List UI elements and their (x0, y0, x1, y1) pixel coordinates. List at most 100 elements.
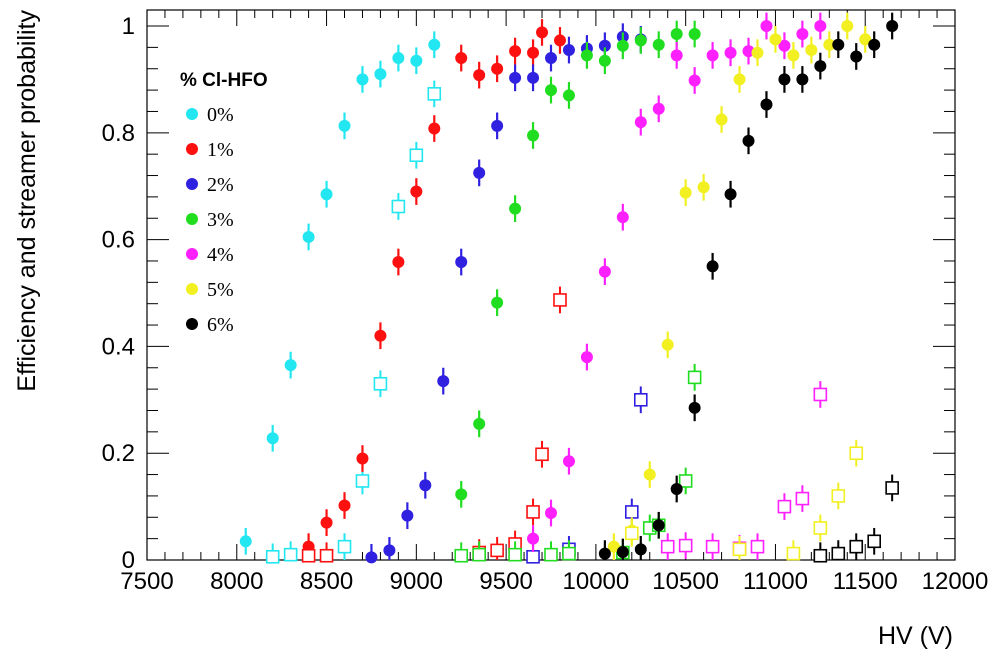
efficiency-point (661, 338, 674, 351)
efficiency-point (491, 119, 504, 132)
efficiency-point (455, 256, 468, 269)
legend-title: % Cl-HFO (180, 70, 268, 91)
streamer-point (283, 547, 298, 562)
efficiency-point (634, 116, 647, 129)
efficiency-point (742, 45, 755, 58)
efficiency-point (670, 482, 683, 495)
efficiency-point (527, 71, 540, 84)
streamer-point (472, 547, 486, 562)
efficiency-point (796, 28, 809, 41)
efficiency-point (527, 532, 540, 545)
streamer-point (678, 538, 693, 553)
streamer-point (678, 474, 693, 488)
x-tick-label: 10500 (652, 568, 719, 595)
y-tick-label: 0.8 (102, 120, 135, 147)
efficiency-point (652, 519, 665, 532)
efficiency-point (814, 20, 827, 33)
efficiency-point (886, 20, 899, 33)
efficiency-point (392, 256, 405, 269)
efficiency-point (338, 119, 351, 132)
efficiency-point (545, 52, 557, 65)
efficiency-point (760, 98, 773, 111)
x-tick-label: 7500 (120, 568, 173, 595)
efficiency-point (706, 260, 719, 273)
efficiency-point (455, 52, 468, 65)
efficiency-point (302, 230, 315, 243)
efficiency-point (760, 20, 773, 33)
legend-marker (186, 178, 198, 190)
efficiency-point (320, 188, 333, 201)
legend-marker (186, 248, 198, 260)
efficiency-point (455, 488, 468, 501)
efficiency-point (509, 45, 522, 58)
efficiency-point (859, 33, 872, 46)
efficiency-point (383, 544, 396, 557)
efficiency-point (239, 535, 252, 548)
legend-label: 0% (207, 104, 234, 126)
streamer-point (337, 539, 352, 554)
streamer-point (373, 376, 388, 391)
efficiency-point (778, 39, 791, 52)
streamer-point (624, 526, 639, 541)
streamer-point (813, 521, 828, 535)
efficiency-point (419, 479, 432, 492)
streamer-point (391, 199, 406, 214)
efficiency-point (670, 49, 683, 62)
efficiency-point (616, 39, 629, 52)
streamer-point (265, 549, 280, 564)
streamer-point (526, 549, 540, 564)
x-tick-label: 11000 (743, 568, 808, 595)
legend-label: 5% (207, 279, 234, 301)
streamer-point (849, 446, 864, 461)
efficiency-point (715, 113, 728, 126)
efficiency-point (553, 34, 566, 47)
efficiency-point (374, 68, 387, 81)
efficiency-point (562, 89, 575, 102)
efficiency-point (401, 509, 414, 522)
efficiency-point (536, 26, 549, 39)
efficiency-point (598, 265, 611, 278)
streamer-point (562, 546, 576, 561)
streamer-point (750, 539, 765, 554)
efficiency-point (598, 54, 611, 67)
x-tick-label: 11500 (833, 568, 898, 595)
streamer-point (319, 548, 334, 563)
legend-marker (186, 283, 198, 295)
efficiency-point (598, 547, 611, 560)
streamer-point (355, 474, 370, 488)
efficiency-point (356, 73, 369, 86)
streamer-point (786, 546, 801, 561)
efficiency-point (437, 375, 450, 388)
legend-label: 6% (207, 314, 234, 336)
efficiency-point (392, 52, 405, 65)
efficiency-point (868, 38, 881, 51)
efficiency-point (365, 551, 378, 564)
x-tick-label: 8000 (210, 568, 263, 595)
legend-label: 3% (207, 209, 234, 231)
streamer-point (687, 370, 702, 385)
streamer-point (535, 447, 549, 462)
efficiency-point (742, 134, 755, 147)
efficiency-point (320, 516, 333, 529)
efficiency-point (679, 186, 692, 199)
x-tick-label: 8500 (300, 568, 353, 595)
efficiency-point (823, 38, 836, 51)
efficiency-point (616, 545, 629, 558)
efficiency-point (473, 166, 486, 179)
efficiency-point (688, 28, 701, 41)
streamer-point (633, 393, 648, 407)
efficiency-point (769, 33, 782, 46)
legend: % Cl-HFO 0% 1% 2% 3% 4% 5% 6% (180, 70, 268, 336)
efficiency-point (545, 84, 557, 97)
streamer-point (660, 539, 675, 554)
efficiency-point (751, 46, 764, 59)
efficiency-point (580, 351, 593, 364)
efficiency-point (814, 60, 827, 73)
efficiency-point (778, 73, 791, 86)
streamer-point (624, 505, 639, 519)
efficiency-point (527, 46, 540, 59)
efficiency-point (697, 181, 710, 194)
efficiency-point (562, 455, 575, 468)
y-tick-label: 0 (122, 547, 135, 574)
efficiency-point (652, 102, 665, 115)
